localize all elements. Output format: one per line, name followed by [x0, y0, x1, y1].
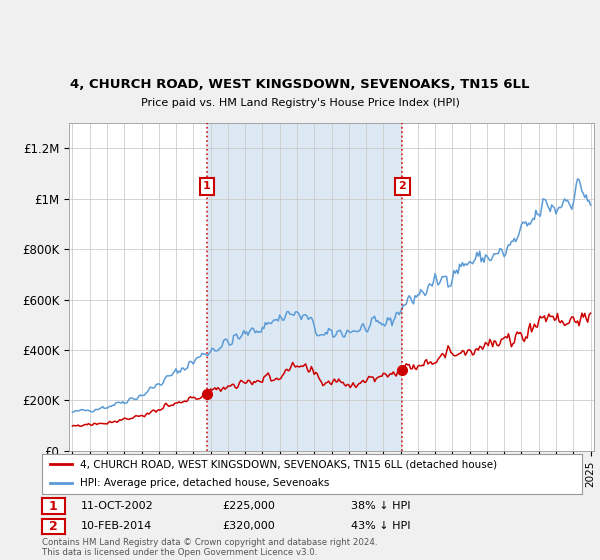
Text: HPI: Average price, detached house, Sevenoaks: HPI: Average price, detached house, Seve… [80, 478, 329, 488]
Text: Price paid vs. HM Land Registry's House Price Index (HPI): Price paid vs. HM Land Registry's House … [140, 98, 460, 108]
Text: 11-OCT-2002: 11-OCT-2002 [81, 501, 154, 511]
Bar [207, 123, 403, 451]
Text: 43% ↓ HPI: 43% ↓ HPI [351, 521, 410, 531]
Text: 1: 1 [49, 500, 58, 513]
Text: £225,000: £225,000 [222, 501, 275, 511]
Text: 1: 1 [203, 181, 211, 191]
Text: 4, CHURCH ROAD, WEST KINGSDOWN, SEVENOAKS, TN15 6LL: 4, CHURCH ROAD, WEST KINGSDOWN, SEVENOAK… [70, 78, 530, 91]
Text: 2: 2 [49, 520, 58, 533]
Text: Contains HM Land Registry data © Crown copyright and database right 2024.
This d: Contains HM Land Registry data © Crown c… [42, 538, 377, 557]
Text: 2: 2 [398, 181, 406, 191]
Text: 10-FEB-2014: 10-FEB-2014 [81, 521, 152, 531]
Text: 4, CHURCH ROAD, WEST KINGSDOWN, SEVENOAKS, TN15 6LL (detached house): 4, CHURCH ROAD, WEST KINGSDOWN, SEVENOAK… [80, 460, 497, 469]
Text: 38% ↓ HPI: 38% ↓ HPI [351, 501, 410, 511]
Text: £320,000: £320,000 [222, 521, 275, 531]
